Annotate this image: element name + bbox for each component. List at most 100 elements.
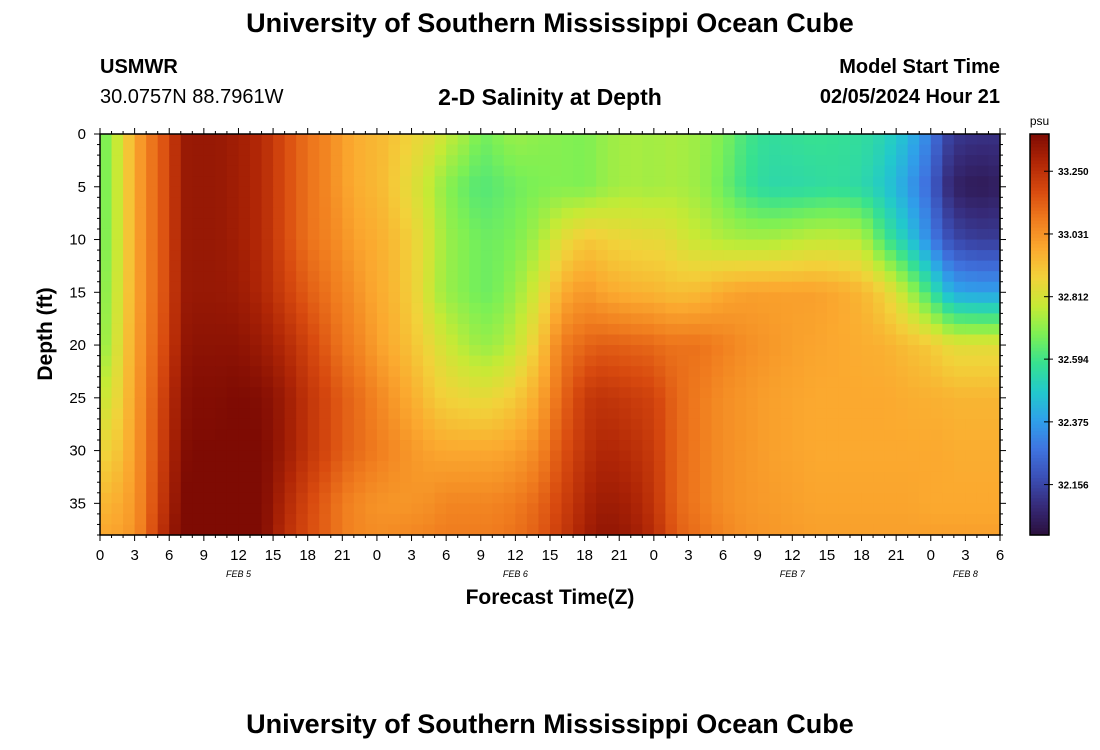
heatmap-cell <box>965 345 978 357</box>
heatmap-cell <box>734 334 747 346</box>
heatmap-cell <box>642 492 655 504</box>
heatmap-cell <box>976 323 990 336</box>
heatmap-cell <box>273 239 286 251</box>
heatmap-cell <box>561 155 574 167</box>
heatmap-cell <box>907 176 920 188</box>
heatmap-cell <box>480 281 493 293</box>
heatmap-cell <box>930 334 943 346</box>
heatmap-cell <box>319 397 332 409</box>
heatmap-cell <box>630 355 643 367</box>
heatmap-cell <box>757 408 770 420</box>
heatmap-cell <box>503 524 516 536</box>
heatmap-cell <box>423 218 436 230</box>
heatmap-cell <box>411 387 424 399</box>
heatmap-cell <box>573 134 586 146</box>
heatmap-cell <box>203 313 216 325</box>
heatmap-cell <box>711 155 724 167</box>
heatmap-cell <box>630 492 643 504</box>
heatmap-cell <box>203 197 216 209</box>
heatmap-cell <box>665 461 678 473</box>
heatmap-cell <box>780 186 793 198</box>
heatmap-cell <box>723 418 736 431</box>
heatmap-cell <box>100 524 113 536</box>
colorbar-band <box>1030 498 1049 503</box>
colorbar-band <box>1030 488 1049 493</box>
heatmap-cell <box>353 281 366 293</box>
heatmap-cell <box>180 355 193 367</box>
heatmap-cell <box>873 492 886 504</box>
heatmap-cell <box>769 366 782 378</box>
heatmap-cell <box>792 376 805 388</box>
heatmap-cell <box>873 218 886 230</box>
heatmap-cell <box>803 250 816 262</box>
colorbar-band <box>1030 478 1049 483</box>
heatmap-cell <box>226 302 240 314</box>
heatmap-cell <box>169 271 182 283</box>
heatmap-cell <box>653 513 666 526</box>
heatmap-cell <box>238 176 251 188</box>
heatmap-cell <box>676 281 690 293</box>
heatmap-cell <box>930 482 943 494</box>
heatmap-cell <box>538 239 551 251</box>
heatmap-cell <box>826 165 840 177</box>
colorbar-band <box>1030 274 1049 279</box>
heatmap-cell <box>192 503 205 515</box>
heatmap-cell <box>215 250 228 262</box>
heatmap-cell <box>203 281 216 293</box>
heatmap-cell <box>446 503 459 515</box>
heatmap-cell <box>296 397 309 409</box>
heatmap-cell <box>861 260 874 272</box>
heatmap-cell <box>261 292 274 304</box>
heatmap-cell <box>723 134 736 146</box>
heatmap-cell <box>734 155 747 167</box>
heatmap-cell <box>607 218 620 230</box>
heatmap-cell <box>861 302 874 314</box>
heatmap-cell <box>111 260 124 272</box>
heatmap-cell <box>619 313 632 325</box>
heatmap-cell <box>965 471 978 483</box>
heatmap-cell <box>780 418 793 431</box>
heatmap-cell <box>169 250 182 262</box>
heatmap-cell <box>469 461 482 473</box>
heatmap-cell <box>307 260 320 272</box>
heatmap-cell <box>942 281 955 293</box>
heatmap-cell <box>584 313 597 325</box>
heatmap-cell <box>942 397 955 409</box>
heatmap-cell <box>561 418 574 431</box>
heatmap-cell <box>942 292 955 304</box>
heatmap-cell <box>676 207 690 220</box>
heatmap-cell <box>400 492 413 504</box>
heatmap-cell <box>596 186 609 198</box>
heatmap-cell <box>526 471 540 483</box>
heatmap-cell <box>319 165 332 177</box>
heatmap-cell <box>330 260 343 272</box>
heatmap-cell <box>307 186 320 198</box>
heatmap-cell <box>907 313 920 325</box>
heatmap-cell <box>907 355 920 367</box>
heatmap-cell <box>803 334 816 346</box>
heatmap-cell <box>388 376 401 388</box>
heatmap-cell <box>307 355 320 367</box>
heatmap-cell <box>942 228 955 241</box>
heatmap-cell <box>238 345 251 357</box>
heatmap-cell <box>365 176 378 188</box>
heatmap-cell <box>561 186 574 198</box>
heatmap-cell <box>180 323 193 336</box>
colorbar-band <box>1030 491 1049 496</box>
heatmap-cell <box>526 503 540 515</box>
heatmap-cell <box>561 408 574 420</box>
heatmap-cell <box>619 302 632 314</box>
heatmap-cell <box>607 345 620 357</box>
heatmap-cell <box>261 271 274 283</box>
heatmap-cell <box>365 134 378 146</box>
heatmap-cell <box>630 513 643 526</box>
heatmap-cell <box>700 271 713 283</box>
heatmap-cell <box>434 440 447 452</box>
heatmap-cell <box>815 218 828 230</box>
heatmap-cell <box>942 271 955 283</box>
heatmap-cell <box>400 323 413 336</box>
heatmap-cell <box>919 482 932 494</box>
heatmap-cell <box>942 176 955 188</box>
heatmap-cell <box>411 281 424 293</box>
heatmap-cell <box>815 176 828 188</box>
